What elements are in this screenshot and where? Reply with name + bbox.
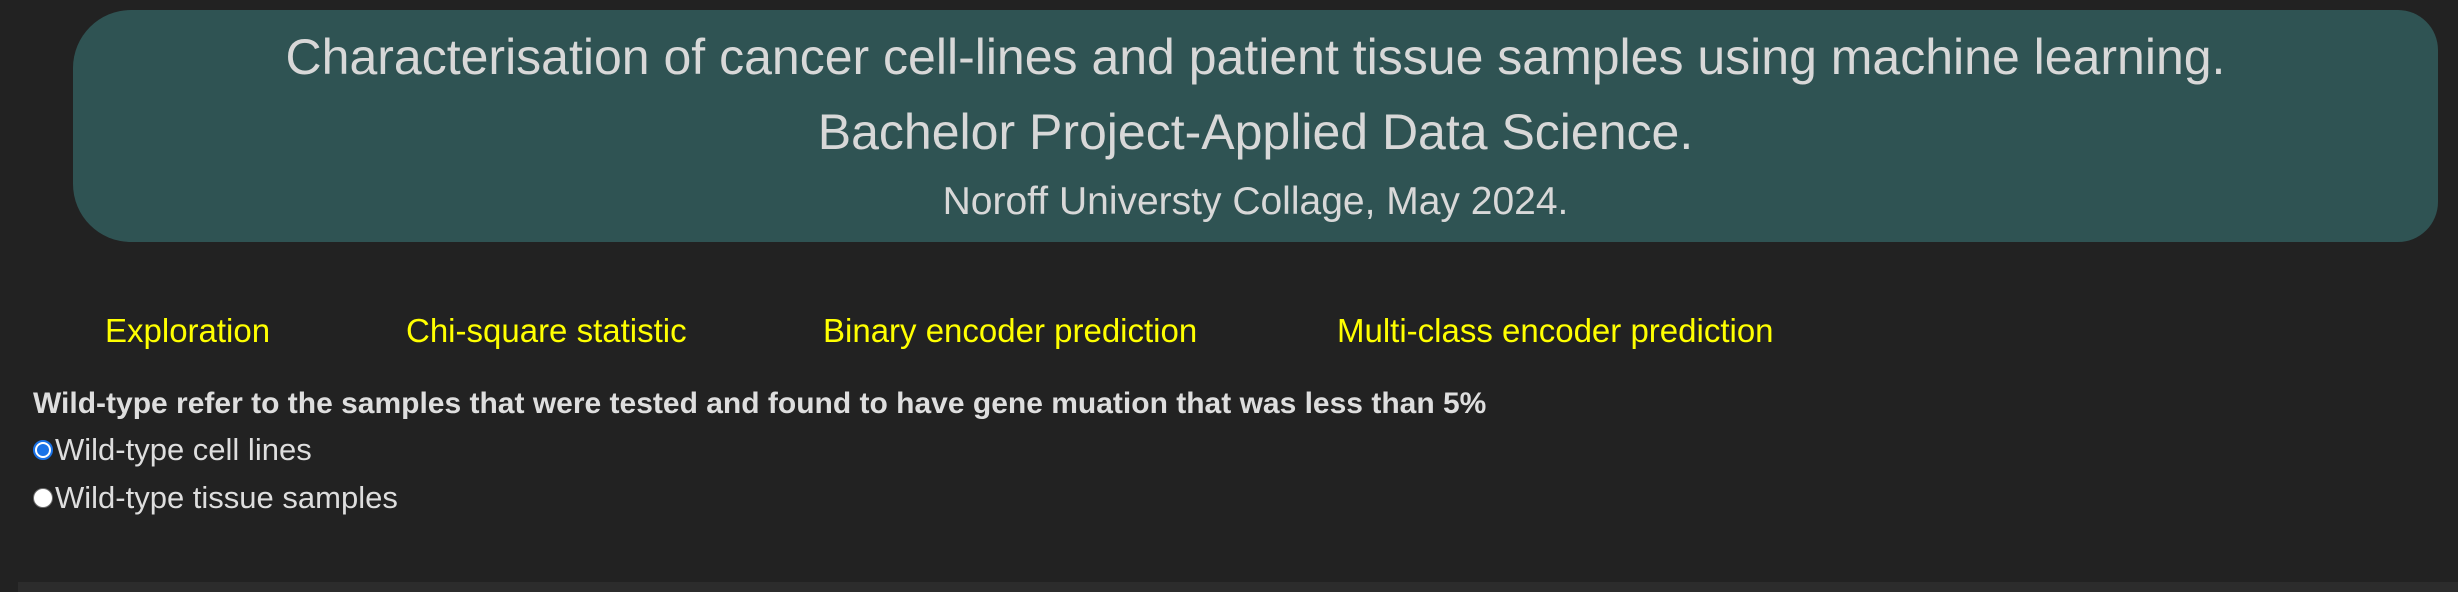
nav-link-multi-class-encoder-prediction[interactable]: Multi-class encoder prediction: [1337, 312, 1774, 349]
radio-label-cell-lines: Wild-type cell lines: [55, 432, 312, 467]
radio-button-cell-lines[interactable]: [33, 440, 53, 460]
nav-link-binary-encoder-prediction[interactable]: Binary encoder prediction: [823, 312, 1198, 349]
wild-type-description: Wild-type refer to the samples that were…: [33, 387, 1487, 420]
nav-link-chi-square-statistic[interactable]: Chi-square statistic: [406, 312, 687, 349]
page-title: Characterisation of cancer cell-lines an…: [285, 29, 2226, 85]
radio-option-tissue-samples[interactable]: Wild-type tissue samples: [33, 480, 398, 516]
header-banner: Characterisation of cancer cell-lines an…: [73, 10, 2438, 242]
radio-option-cell-lines[interactable]: Wild-type cell lines: [33, 432, 312, 468]
radio-button-tissue-samples[interactable]: [33, 488, 53, 508]
content-panel-edge: [18, 582, 2458, 592]
page-subtitle: Bachelor Project-Applied Data Science.: [817, 104, 1694, 160]
affiliation-text: Noroff Universty Collage, May 2024.: [942, 180, 1569, 223]
radio-label-tissue-samples: Wild-type tissue samples: [55, 480, 398, 515]
nav-link-exploration[interactable]: Exploration: [105, 312, 271, 349]
